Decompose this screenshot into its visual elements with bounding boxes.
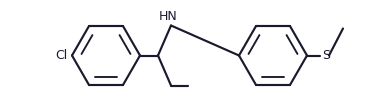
Text: Cl: Cl — [56, 49, 68, 62]
Text: S: S — [322, 49, 330, 62]
Text: HN: HN — [159, 10, 177, 23]
